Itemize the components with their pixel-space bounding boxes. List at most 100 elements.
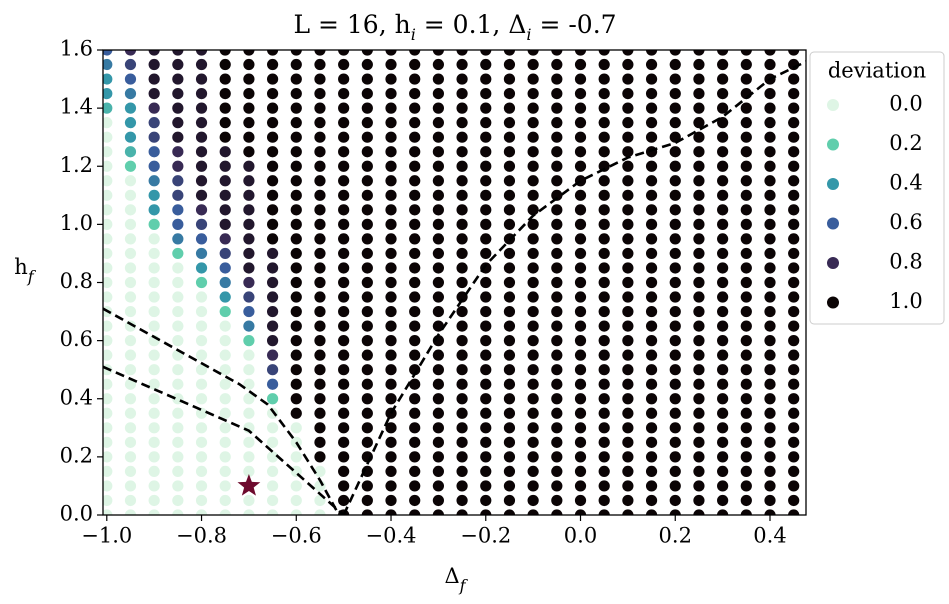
dot [266,509,279,515]
dot [314,276,326,289]
dot [693,465,705,478]
dot [290,451,302,463]
dot [551,247,563,260]
dot [103,465,113,478]
dot [456,117,468,129]
dot [124,204,137,216]
dot [622,291,634,303]
dot [409,175,421,187]
dot [432,117,444,129]
dot [788,262,800,274]
dot [788,50,800,56]
dot [361,204,373,216]
dot [527,393,539,405]
dot [195,247,208,260]
dot [693,494,705,507]
dot [456,204,468,216]
dot [124,349,137,361]
dot [266,291,279,303]
dot [764,102,776,114]
dot [645,117,658,129]
dot [622,480,634,492]
dot [669,378,681,390]
dot [788,131,800,143]
dot [669,465,681,478]
dot [669,58,681,71]
dot [432,87,444,100]
dot [148,50,160,56]
dot [103,102,113,114]
y-tick-label: 1.2 [60,153,93,177]
dot [551,131,563,143]
dot [361,509,373,515]
dot [338,393,350,405]
dot [432,422,444,434]
dot [503,320,516,332]
dot [219,233,231,245]
dot [290,364,302,376]
dot [148,73,160,85]
dot [243,393,255,405]
x-tick-label: −0.6 [271,524,322,548]
dot [172,451,184,463]
dot [103,50,113,56]
dot [219,87,231,100]
dot [693,175,705,187]
dot [172,218,184,230]
dot [148,175,160,187]
dot [480,87,492,100]
dot [172,407,184,419]
dot [480,494,492,507]
legend-marker [827,99,839,111]
dot [385,451,397,463]
dot [551,218,563,230]
dot [148,276,160,289]
dot [195,87,208,100]
dot [764,247,776,260]
dot [574,50,587,56]
dot [409,422,421,434]
dot [314,175,326,187]
dot [480,451,492,463]
dot [338,175,350,187]
dot [693,407,705,419]
dot [432,291,444,303]
dot [361,407,373,419]
dot [409,262,421,274]
dot [195,146,208,158]
dot [290,247,302,260]
dot [148,218,160,230]
dot [693,218,705,230]
dot [338,233,350,245]
dot [598,436,610,448]
dot [788,494,800,507]
dot [456,131,468,143]
dot [764,320,776,332]
dot [385,73,397,85]
dot [480,364,492,376]
dot [598,378,610,390]
dot [361,247,373,260]
dot [172,378,184,390]
dot [361,378,373,390]
dot [645,262,658,274]
dot [693,73,705,85]
dot [551,320,563,332]
dot [172,364,184,376]
dot [266,276,279,289]
dot [740,247,752,260]
dashed-boundary [103,365,345,515]
dot [338,436,350,448]
dot [361,233,373,245]
legend-marker [827,217,839,230]
dot [645,465,658,478]
dot [740,189,752,201]
dot [456,87,468,100]
dot [622,335,634,347]
dot [717,233,729,245]
dot [172,189,184,201]
dot [290,320,302,332]
dot [764,50,776,56]
dot [788,87,800,100]
dot [456,407,468,419]
